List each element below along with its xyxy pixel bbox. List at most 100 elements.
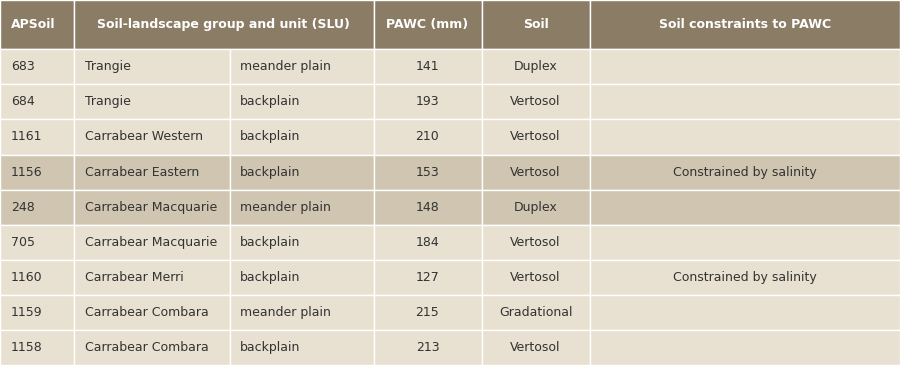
Bar [230,154,374,189]
Bar [374,0,482,49]
Text: 684: 684 [11,95,34,108]
Text: 1161: 1161 [11,130,42,143]
Bar [590,260,900,295]
Text: 141: 141 [416,60,439,73]
Bar [230,189,374,225]
Text: backplain: backplain [240,341,301,354]
Text: Trangie: Trangie [85,95,130,108]
Text: backplain: backplain [240,130,301,143]
Text: Carrabear Macquarie: Carrabear Macquarie [85,236,217,249]
Text: PAWC (mm): PAWC (mm) [386,18,469,31]
Bar [590,295,900,330]
Text: 683: 683 [11,60,34,73]
Bar [74,0,374,49]
Bar [74,225,230,260]
Bar [374,84,482,119]
Text: 1160: 1160 [11,271,42,284]
Bar [230,49,374,84]
Bar [482,154,590,189]
Text: Vertosol: Vertosol [510,271,561,284]
Text: backplain: backplain [240,95,301,108]
Bar [74,154,230,189]
Text: 248: 248 [11,201,34,214]
Text: Carrabear Combara: Carrabear Combara [85,341,208,354]
Bar [374,225,482,260]
Bar [482,225,590,260]
Text: 210: 210 [416,130,439,143]
Bar [0,84,74,119]
Bar [0,295,74,330]
Text: 1159: 1159 [11,306,42,319]
Bar [374,119,482,154]
Text: 153: 153 [416,166,439,178]
Text: Gradational: Gradational [499,306,572,319]
Bar [230,225,374,260]
Text: APSoil: APSoil [11,18,55,31]
Bar [590,189,900,225]
Bar [590,154,900,189]
Text: Vertosol: Vertosol [510,236,561,249]
Bar [74,330,230,365]
Text: backplain: backplain [240,236,301,249]
Text: meander plain: meander plain [240,201,331,214]
Bar [590,119,900,154]
Bar [230,260,374,295]
Text: 705: 705 [11,236,35,249]
Bar [374,154,482,189]
Text: 193: 193 [416,95,439,108]
Bar [590,330,900,365]
Bar [74,84,230,119]
Text: Carrabear Combara: Carrabear Combara [85,306,208,319]
Text: meander plain: meander plain [240,306,331,319]
Text: 184: 184 [416,236,439,249]
Text: Constrained by salinity: Constrained by salinity [673,271,816,284]
Bar [482,84,590,119]
Text: Duplex: Duplex [514,201,557,214]
Text: 1156: 1156 [11,166,42,178]
Bar [482,49,590,84]
Text: Carrabear Eastern: Carrabear Eastern [85,166,199,178]
Text: 213: 213 [416,341,439,354]
Bar [0,154,74,189]
Text: backplain: backplain [240,271,301,284]
Bar [482,295,590,330]
Bar [374,260,482,295]
Bar [0,189,74,225]
Text: Carrabear Western: Carrabear Western [85,130,202,143]
Text: Soil constraints to PAWC: Soil constraints to PAWC [659,18,831,31]
Text: Trangie: Trangie [85,60,130,73]
Text: Constrained by salinity: Constrained by salinity [673,166,816,178]
Text: Duplex: Duplex [514,60,557,73]
Bar [230,330,374,365]
Bar [74,295,230,330]
Bar [374,49,482,84]
Bar [590,49,900,84]
Bar [0,119,74,154]
Bar [482,0,590,49]
Text: 127: 127 [416,271,439,284]
Bar [74,260,230,295]
Text: backplain: backplain [240,166,301,178]
Bar [590,84,900,119]
Bar [482,330,590,365]
Text: Vertosol: Vertosol [510,95,561,108]
Bar [374,295,482,330]
Bar [74,119,230,154]
Bar [590,225,900,260]
Bar [230,119,374,154]
Bar [482,119,590,154]
Text: 148: 148 [416,201,439,214]
Bar [74,189,230,225]
Text: Soil-landscape group and unit (SLU): Soil-landscape group and unit (SLU) [97,18,350,31]
Bar [0,260,74,295]
Bar [482,189,590,225]
Bar [230,84,374,119]
Bar [230,295,374,330]
Text: meander plain: meander plain [240,60,331,73]
Text: Soil: Soil [523,18,548,31]
Bar [0,330,74,365]
Text: Carrabear Macquarie: Carrabear Macquarie [85,201,217,214]
Bar [74,49,230,84]
Bar [590,0,900,49]
Text: Carrabear Merri: Carrabear Merri [85,271,184,284]
